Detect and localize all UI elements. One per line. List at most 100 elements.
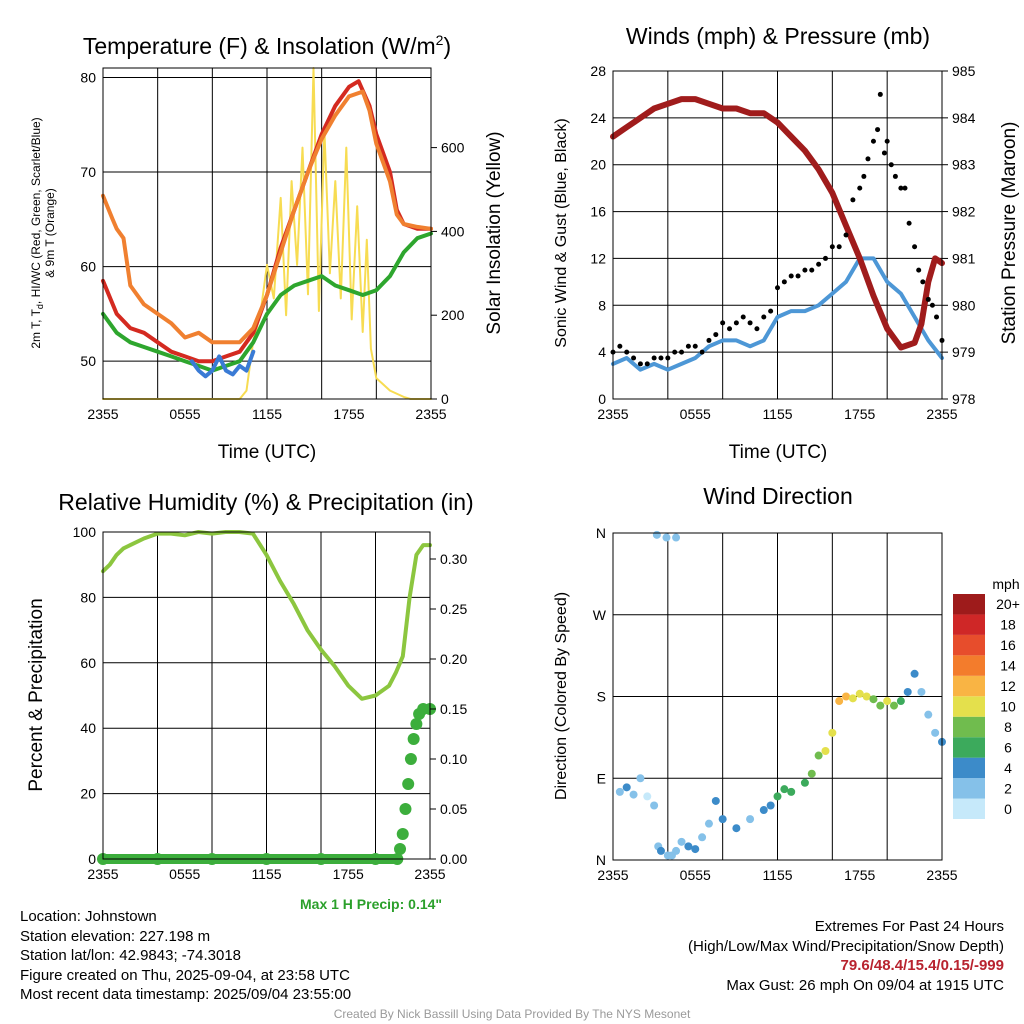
gust-point [624,349,630,355]
legend-label: 10 [1000,699,1016,715]
y-tick-label: 20 [80,786,96,802]
direction-point [890,701,899,710]
direction-title: Wind Direction [703,483,853,509]
gust-point [747,320,753,326]
direction-point [622,783,631,792]
y-tick-label: N [596,525,606,541]
legend-swatch [953,634,985,656]
direction-point [766,801,775,810]
winds-title: Winds (mph) & Pressure (mb) [626,23,930,49]
recent-data-text: Most recent data timestamp: 2025/09/04 2… [20,986,352,1003]
gust-point [916,267,922,273]
direction-ylabel: Direction (Colored By Speed) [553,592,570,800]
precip-point [410,718,423,730]
temperature-title: Temperature (F) & Insolation (W/m2) [83,32,451,59]
y2-tick-label: 983 [952,157,976,173]
gust-point [761,314,767,320]
winds-frame [612,70,943,400]
y-tick-label: S [597,689,606,705]
series-hi-wc [189,349,256,379]
legend-label: 2 [1004,780,1012,796]
y2-tick-label: 400 [441,223,465,239]
x-tick-label: 2355 [597,406,628,422]
extremes-info: Extremes For Past 24 Hours (High/Low/Max… [688,917,1004,995]
gust-point [934,314,940,320]
gust-point [644,361,650,367]
legend-label: 0 [1004,801,1012,817]
temperature-plot [101,67,433,400]
panel-winds: Winds (mph) & Pressure (mb) 2355 0555 1155… [553,23,1020,463]
legend-label: 4 [1004,760,1012,776]
gust-point [713,332,719,338]
y-tick-label: 80 [80,589,96,605]
legend-swatch [953,655,985,676]
x-tick-label: 2355 [926,867,957,883]
x-tick-label: 0555 [169,866,200,882]
humidity-frame [102,531,431,860]
temperature-ylabel-line2: & 9m T (Orange) [43,188,57,278]
legend-swatch [953,696,985,717]
x-tick-label: 1155 [251,866,281,882]
direction-point [672,846,681,855]
direction-point [759,806,768,815]
gust-point [884,138,890,144]
y2-tick-label: 981 [952,250,976,266]
direction-point [917,687,926,696]
legend-swatch [953,757,985,779]
legend-swatch [953,798,985,819]
credit-line: Created By Nick Bassill Using Data Provi… [333,1007,691,1021]
direction-point [896,697,905,706]
gust-point [720,320,726,326]
x-tick-label: 2355 [415,406,446,422]
panel-humidity: Relative Humidity (%) & Precipitation (i… [26,489,474,882]
y-tick-label: 24 [590,110,606,126]
pressure-line [610,96,945,351]
speed-legend: 0 2 4 6 8 10 12 14 16 18 20+ [953,594,1020,819]
extremes-title: Extremes For Past 24 Hours [814,918,1004,935]
gust-point [658,355,664,361]
winds-ylabel: Sonic Wind & Gust (Blue, Black) [553,118,570,347]
y2-tick-label: 982 [952,204,976,220]
y2-tick-label: 0.15 [440,701,467,717]
x-tick-label: 1155 [252,406,282,422]
series-td [101,231,433,373]
direction-point [814,751,823,760]
gust-point [795,273,801,279]
y2-tick-label: 0.25 [440,601,467,617]
gust-point [865,156,871,162]
gust-point [692,343,698,349]
direction-point [883,697,892,706]
gust-point [888,162,894,168]
latlon-text: Station lat/lon: 42.9843; -74.3018 [20,947,242,964]
y2-tick-label: 0.20 [440,651,467,667]
direction-point [862,692,871,701]
gust-point [733,320,739,326]
y2-tick-label: 0.00 [440,851,467,867]
temperature-ylabel-right: Solar Insolation (Yellow) [484,131,505,334]
precip-point [402,778,415,790]
direction-point [842,692,851,701]
gust-point [679,349,685,355]
gust-point [906,220,912,226]
y-tick-label: 80 [80,69,96,85]
temperature-xlabel: Time (UTC) [218,442,317,463]
direction-point [910,669,919,678]
direction-point [615,787,624,796]
legend-swatch [953,737,985,758]
speed-legend-title: mph [992,576,1019,592]
station-info: Location: Johnstown Station elevation: 2… [20,907,351,1005]
direction-point [773,792,782,801]
legend-swatch [953,778,985,799]
direction-point [780,785,789,794]
y-tick-label: 50 [80,353,96,369]
y-tick-label: 4 [598,344,606,360]
max-precip-note: Max 1 H Precip: 0.14" [300,896,443,912]
winds-axes: 2355 0555 1155 1755 235504812162024289789799… [590,63,975,422]
legend-label: 6 [1004,739,1012,755]
direction-point [656,846,665,855]
gust-point [836,244,842,250]
y-tick-label: W [593,607,607,623]
gust-point [929,302,935,308]
gust-point [881,150,887,156]
direction-point [848,694,857,703]
